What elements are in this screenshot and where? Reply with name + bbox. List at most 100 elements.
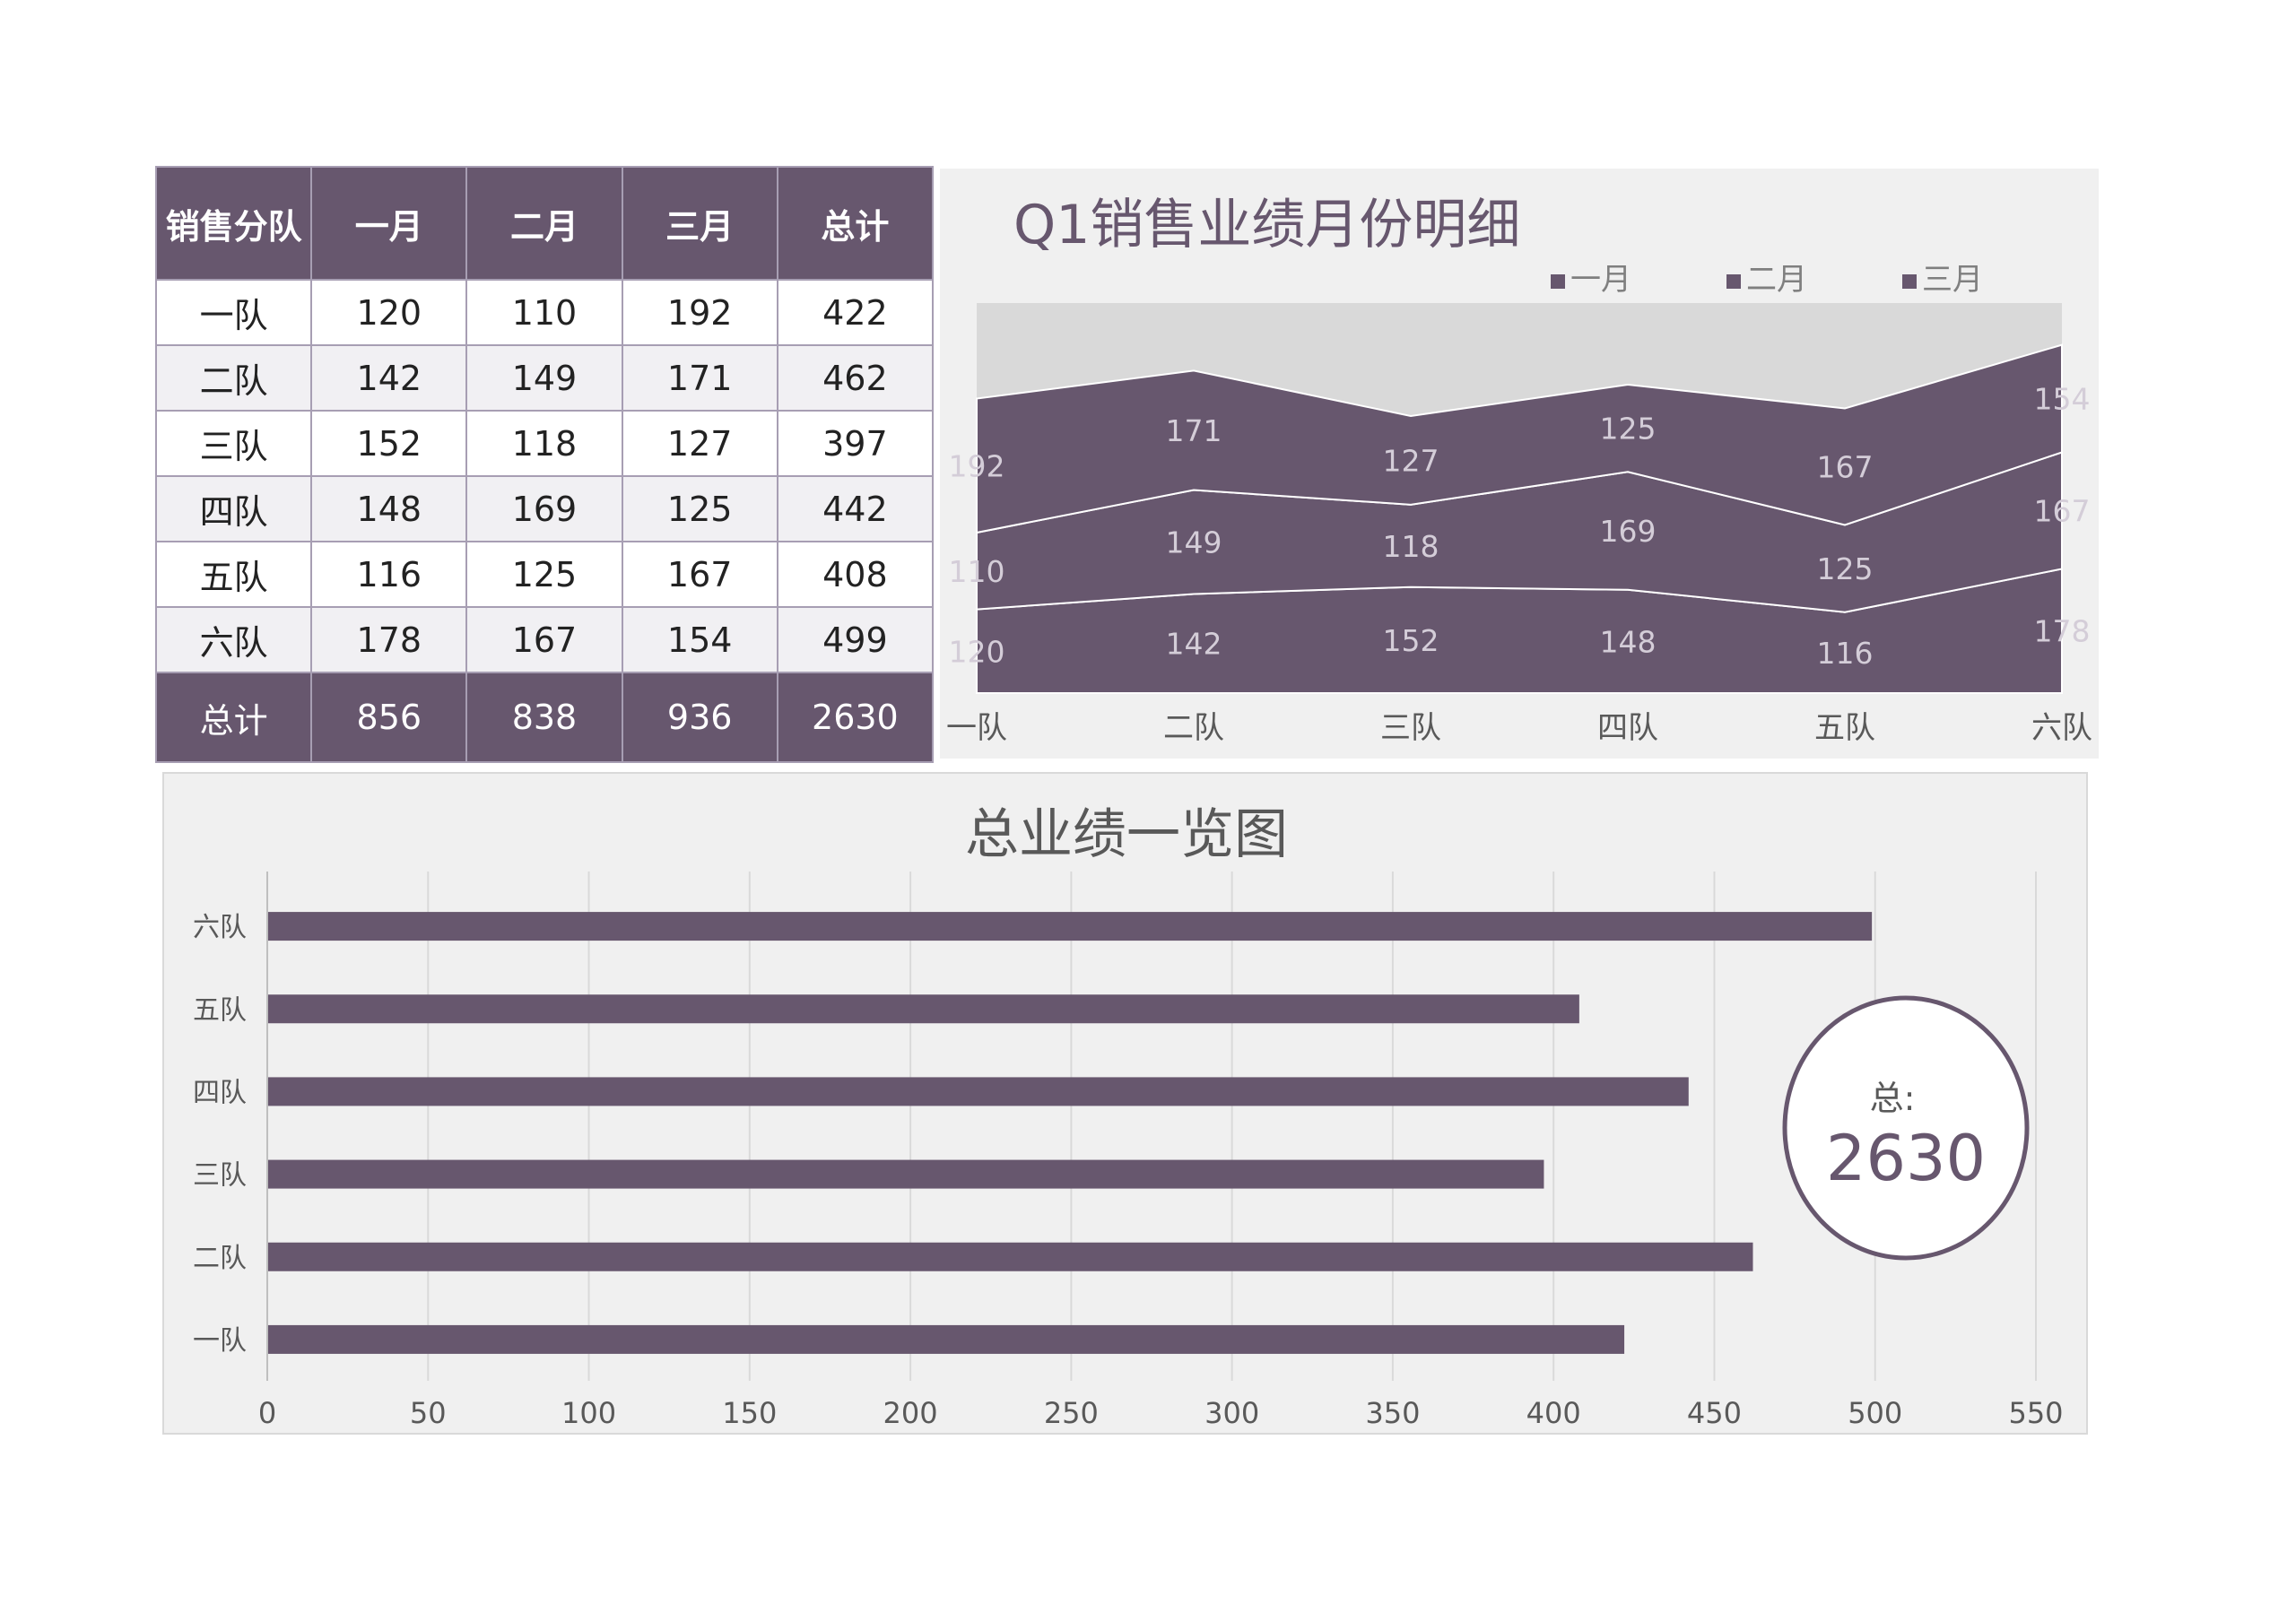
y-tick-label: 五队 (193, 994, 247, 1026)
x-tick-label: 五队 (1814, 710, 1875, 746)
footer-total-feb: 838 (465, 672, 623, 763)
data-label: 171 (1166, 413, 1222, 448)
x-tick-label: 100 (561, 1396, 616, 1430)
cell-value: 125 (465, 541, 623, 608)
cell-value: 152 (310, 410, 468, 477)
header-feb: 二月 (465, 166, 623, 281)
data-labels: 120 142 152 148 116 178 110 149 118 169 125 167 192 1… (949, 382, 2091, 671)
total-value: 2630 (1826, 1122, 1986, 1195)
cell-team: 三队 (154, 410, 313, 477)
data-label: 169 (1600, 514, 1657, 549)
cell-value: 120 (310, 279, 468, 346)
footer-grand-total: 2630 (776, 672, 935, 763)
data-label: 125 (1600, 412, 1657, 447)
cell-value: 110 (465, 279, 623, 346)
bar (268, 1077, 1689, 1106)
table-row: 五队 116 125 167 408 (154, 541, 935, 608)
legend-label: 三月 (1922, 262, 1983, 298)
x-tick-label: 200 (883, 1396, 938, 1430)
cell-team: 二队 (154, 344, 313, 412)
x-tick-label: 150 (722, 1396, 777, 1430)
data-label: 152 (1383, 623, 1439, 658)
legend-swatch (1726, 274, 1741, 289)
data-label: 110 (949, 554, 1005, 589)
bar (268, 994, 1579, 1024)
x-tick-label: 300 (1205, 1396, 1259, 1430)
data-label: 120 (949, 634, 1005, 669)
header-total: 总计 (776, 166, 935, 281)
data-label: 178 (2034, 614, 2091, 649)
bars (268, 912, 1873, 1354)
cell-value: 142 (310, 344, 468, 412)
cell-value: 167 (465, 606, 623, 673)
cell-team: 五队 (154, 541, 313, 608)
x-tick-label: 450 (1687, 1396, 1742, 1430)
x-axis: 0 50 100 150 200 250 300 350 400 450 500 550 (258, 1396, 2064, 1430)
y-tick-label: 三队 (193, 1160, 247, 1192)
chart-title: Q1销售业绩月份明细 (1013, 194, 1520, 256)
bar (268, 912, 1873, 941)
cell-total: 397 (776, 410, 935, 477)
gridlines (266, 872, 2037, 1381)
data-label: 167 (2034, 493, 2091, 528)
data-label: 148 (1600, 624, 1657, 659)
cell-total: 499 (776, 606, 935, 673)
table-header-row: 销售分队 一月 二月 三月 总计 (154, 166, 935, 281)
cell-value: 116 (310, 541, 468, 608)
data-label: 125 (1817, 551, 1874, 586)
footer-label: 总计 (154, 672, 313, 763)
cell-value: 148 (310, 475, 468, 542)
plot-area (976, 303, 2063, 694)
x-tick-label: 0 (258, 1396, 276, 1430)
x-tick-label: 四队 (1597, 710, 1658, 746)
x-tick-label: 500 (1848, 1396, 1902, 1430)
total-circle (1782, 995, 2030, 1261)
cell-team: 六队 (154, 606, 313, 673)
x-tick-label: 一队 (946, 710, 1007, 746)
legend-label: 二月 (1746, 262, 1807, 298)
x-tick-label: 250 (1044, 1396, 1099, 1430)
cell-value: 154 (621, 606, 778, 673)
cell-total: 422 (776, 279, 935, 346)
area-chart-panel: Q1销售业绩月份明细 一月 二月 三月 120 142 152 148 116 178 110 1… (940, 169, 2099, 759)
y-axis: 一队 二队 三队 四队 五队 六队 (193, 912, 247, 1357)
area-chart: Q1销售业绩月份明细 一月 二月 三月 120 142 152 148 116 178 110 1… (946, 194, 2092, 746)
cell-value: 149 (465, 344, 623, 412)
bar (268, 1159, 1544, 1189)
data-label: 154 (2034, 382, 2091, 417)
data-label: 127 (1383, 443, 1439, 478)
total-annotation: 总: 2630 (1782, 995, 2030, 1261)
y-tick-label: 六队 (193, 912, 247, 943)
cell-value: 192 (621, 279, 778, 346)
total-label: 总: (1870, 1079, 1916, 1118)
x-tick-label: 三队 (1380, 710, 1441, 746)
data-label: 118 (1383, 529, 1439, 564)
data-label: 167 (1817, 449, 1874, 484)
data-label: 142 (1166, 627, 1222, 662)
cell-value: 178 (310, 606, 468, 673)
x-axis: 一队 二队 三队 四队 五队 六队 (946, 710, 2092, 746)
legend-label: 一月 (1570, 262, 1631, 298)
cell-team: 一队 (154, 279, 313, 346)
cell-value: 167 (621, 541, 778, 608)
y-tick-label: 一队 (193, 1325, 247, 1357)
x-tick-label: 350 (1365, 1396, 1420, 1430)
data-label: 116 (1817, 636, 1874, 671)
cell-value: 125 (621, 475, 778, 542)
x-tick-label: 二队 (1163, 710, 1224, 746)
footer-total-mar: 936 (621, 672, 778, 763)
cell-total: 408 (776, 541, 935, 608)
header-jan: 一月 (310, 166, 468, 281)
bar (268, 1324, 1625, 1354)
table-row: 二队 142 149 171 462 (154, 344, 935, 412)
cell-team: 四队 (154, 475, 313, 542)
bar (268, 1242, 1753, 1271)
table-footer-row: 总计 856 838 936 2630 (154, 672, 935, 763)
cell-total: 462 (776, 344, 935, 412)
data-label: 192 (949, 448, 1005, 483)
x-tick-label: 550 (2008, 1396, 2063, 1430)
chart-legend: 一月 二月 三月 (1551, 262, 1983, 298)
x-tick-label: 50 (410, 1396, 447, 1430)
sales-table: 销售分队 一月 二月 三月 总计 一队 120 110 192 422 二队 1… (154, 166, 935, 763)
footer-total-jan: 856 (310, 672, 468, 763)
